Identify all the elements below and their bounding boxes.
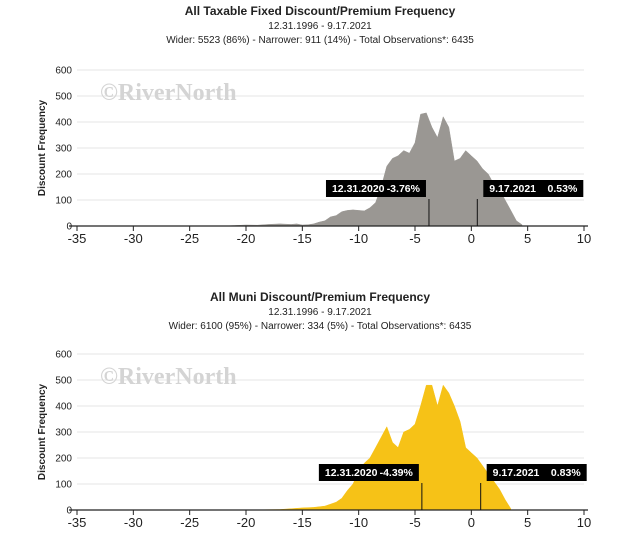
frequency-area bbox=[245, 384, 512, 511]
annotation-box bbox=[483, 180, 584, 197]
chart-date-range: 12.31.1996 - 9.17.2021 bbox=[268, 21, 372, 32]
watermark-logo: ©RiverNorth bbox=[100, 364, 237, 390]
x-tick-label: -25 bbox=[180, 231, 199, 246]
y-tick-label: 600 bbox=[55, 66, 72, 77]
x-tick-label: 10 bbox=[577, 515, 591, 530]
y-tick-label: 400 bbox=[55, 402, 72, 413]
chart-date-range: 12.31.1996 - 9.17.2021 bbox=[268, 307, 372, 318]
y-tick-label: 100 bbox=[55, 480, 72, 491]
x-tick-label: -15 bbox=[293, 231, 312, 246]
chart-panel-muni: All Muni Discount/Premium Frequency 12.3… bbox=[0, 284, 640, 549]
annotation-date-label: 9.17.2021 bbox=[489, 183, 536, 195]
y-tick-label: 300 bbox=[55, 144, 72, 155]
x-tick-label: -5 bbox=[409, 515, 421, 530]
chart-panel-taxable: All Taxable Fixed Discount/Premium Frequ… bbox=[0, 0, 640, 270]
y-axis-label: Discount Frequency bbox=[37, 384, 48, 481]
y-tick-label: 200 bbox=[55, 454, 72, 465]
annotation-value-label: -3.76% bbox=[387, 183, 421, 195]
chart-title: All Muni Discount/Premium Frequency bbox=[209, 290, 431, 304]
chart-stats: Wider: 5523 (86%) - Narrower: 911 (14%) … bbox=[166, 35, 474, 46]
y-tick-label: 300 bbox=[55, 428, 72, 439]
x-tick-label: -10 bbox=[349, 515, 368, 530]
y-tick-label: 0 bbox=[66, 506, 72, 517]
annotation-date-label: 12.31.2020 bbox=[332, 183, 385, 195]
x-tick-label: 0 bbox=[468, 515, 475, 530]
x-tick-label: 0 bbox=[468, 231, 475, 246]
annotation-date-label: 12.31.2020 bbox=[325, 467, 378, 479]
annotation-box bbox=[486, 464, 587, 481]
y-tick-label: 500 bbox=[55, 92, 72, 103]
y-axis-label: Discount Frequency bbox=[37, 100, 48, 197]
y-tick-label: 100 bbox=[55, 196, 72, 207]
x-tick-label: 5 bbox=[524, 231, 531, 246]
annotation-date-label: 9.17.2021 bbox=[493, 467, 540, 479]
y-tick-label: 200 bbox=[55, 170, 72, 181]
x-tick-label: -35 bbox=[68, 231, 87, 246]
annotation-value-label: -4.39% bbox=[380, 467, 414, 479]
y-tick-label: 500 bbox=[55, 376, 72, 387]
x-tick-label: -5 bbox=[409, 231, 421, 246]
annotation-value-label: 0.53% bbox=[548, 183, 578, 195]
annotation-value-label: 0.83% bbox=[551, 467, 581, 479]
annotation-box bbox=[318, 464, 419, 481]
chart-title: All Taxable Fixed Discount/Premium Frequ… bbox=[184, 4, 456, 18]
x-tick-label: -25 bbox=[180, 515, 199, 530]
x-tick-label: -30 bbox=[124, 515, 143, 530]
y-tick-label: 0 bbox=[66, 222, 72, 233]
y-tick-label: 600 bbox=[55, 350, 72, 361]
x-tick-label: 5 bbox=[524, 515, 531, 530]
x-tick-label: -35 bbox=[68, 515, 87, 530]
x-tick-label: -30 bbox=[124, 231, 143, 246]
chart-stats: Wider: 6100 (95%) - Narrower: 334 (5%) -… bbox=[168, 321, 472, 332]
watermark-logo: ©RiverNorth bbox=[100, 80, 237, 106]
x-tick-label: -20 bbox=[237, 231, 256, 246]
x-tick-label: 10 bbox=[577, 231, 591, 246]
annotation-box bbox=[325, 180, 426, 197]
x-tick-label: -20 bbox=[237, 515, 256, 530]
y-tick-label: 400 bbox=[55, 118, 72, 129]
x-tick-label: -15 bbox=[293, 515, 312, 530]
frequency-area bbox=[223, 112, 523, 227]
x-tick-label: -10 bbox=[349, 231, 368, 246]
